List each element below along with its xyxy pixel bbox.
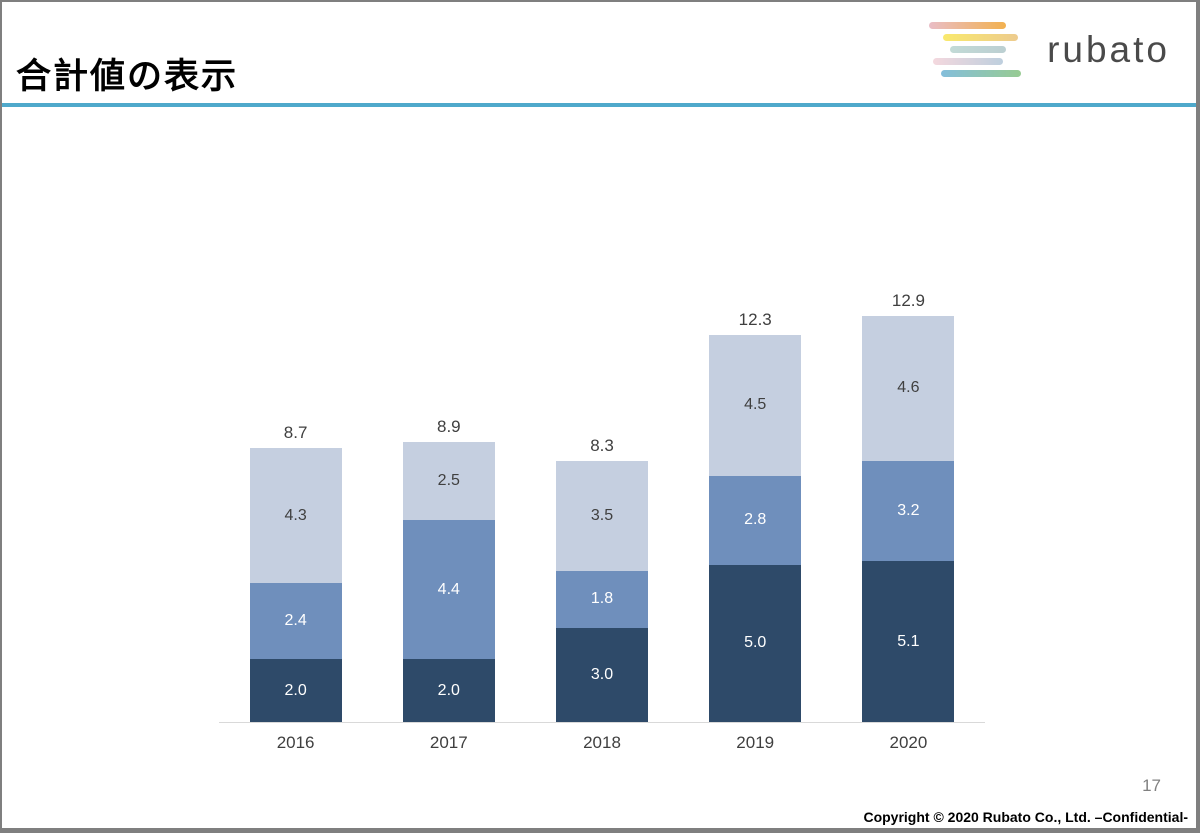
bar-segment-bottom: 5.1 bbox=[862, 561, 955, 722]
bar-total-label: 8.3 bbox=[590, 435, 614, 455]
bar-column: 12.9 4.6 3.2 5.1 bbox=[832, 290, 985, 722]
bar-segment-label: 1.8 bbox=[590, 590, 614, 608]
bar-segment-middle: 2.8 bbox=[709, 476, 802, 565]
bar-segment-top: 3.5 bbox=[556, 460, 648, 571]
bar-segment-label: 4.5 bbox=[744, 396, 767, 414]
bar-segment-label: 4.6 bbox=[897, 379, 920, 397]
bar-stack: 4.3 2.4 2.0 bbox=[249, 447, 342, 722]
bar-segment-bottom: 2.0 bbox=[249, 659, 342, 722]
bar-total-label: 8.7 bbox=[283, 422, 308, 442]
logo-stripe bbox=[950, 46, 1007, 53]
bar-segment-label: 2.8 bbox=[744, 511, 767, 529]
bar-segment-label: 4.4 bbox=[437, 580, 460, 598]
bar-column: 8.7 4.3 2.4 2.0 bbox=[219, 290, 372, 722]
bar-column: 8.9 2.5 4.4 2.0 bbox=[372, 290, 525, 722]
bar-segment-label: 5.0 bbox=[744, 634, 767, 652]
x-axis-label: 2020 bbox=[889, 733, 928, 752]
bar-segment-middle: 4.4 bbox=[402, 520, 495, 659]
bar-column: 8.3 3.5 1.8 3.0 bbox=[525, 290, 678, 722]
rubato-logo: rubato bbox=[925, 22, 1170, 77]
bar-segment-label: 3.0 bbox=[590, 665, 614, 683]
bar-segment-label: 3.5 bbox=[590, 506, 614, 524]
logo-stripe bbox=[941, 70, 1022, 77]
bar-segment-label: 2.0 bbox=[284, 681, 307, 699]
bar-total-label: 12.9 bbox=[891, 290, 925, 310]
stacked-bar-chart: 8.7 4.3 2.4 2.0 8.9 2.5 4.4 2.0 8.3 3.5 1.8 3.0 12.3… bbox=[219, 290, 985, 723]
bar-segment-middle: 3.2 bbox=[862, 460, 955, 562]
bar-segment-label: 3.2 bbox=[897, 501, 920, 519]
bar-segment-middle: 2.4 bbox=[249, 583, 342, 659]
x-axis-label: 2018 bbox=[583, 733, 621, 752]
bar-segment-middle: 1.8 bbox=[556, 570, 648, 628]
logo-stripe bbox=[943, 34, 1019, 41]
x-axis-label: 2016 bbox=[276, 733, 315, 752]
logo-stripe bbox=[929, 22, 1007, 29]
bar-column: 12.3 4.5 2.8 5.0 bbox=[679, 290, 832, 722]
logo-stripe bbox=[933, 58, 1004, 65]
bar-stack: 4.6 3.2 5.1 bbox=[862, 315, 955, 722]
copyright-text: Copyright © 2020 Rubato Co., Ltd. –Confi… bbox=[863, 809, 1188, 825]
bar-total-label: 12.3 bbox=[738, 309, 772, 329]
x-axis-label: 2017 bbox=[429, 733, 468, 752]
bar-segment-label: 2.0 bbox=[437, 681, 460, 699]
bar-stack: 4.5 2.8 5.0 bbox=[709, 334, 802, 722]
bar-segment-label: 2.4 bbox=[284, 612, 307, 630]
header-divider bbox=[2, 103, 1196, 107]
bar-segment-top: 4.5 bbox=[709, 334, 802, 477]
bar-segment-top: 4.3 bbox=[249, 447, 342, 584]
bar-segment-label: 4.3 bbox=[284, 506, 307, 524]
bar-segment-label: 5.1 bbox=[897, 632, 920, 650]
x-axis-labels: 2016 2017 2018 2019 2020 bbox=[219, 733, 985, 753]
bar-stack: 3.5 1.8 3.0 bbox=[556, 460, 648, 722]
bar-segment-bottom: 2.0 bbox=[402, 659, 495, 722]
bar-segment-label: 2.5 bbox=[437, 472, 460, 490]
page-number: 17 bbox=[1142, 776, 1161, 795]
x-axis-label: 2019 bbox=[736, 733, 775, 752]
bar-stack: 2.5 4.4 2.0 bbox=[402, 441, 495, 722]
bar-segment-bottom: 3.0 bbox=[556, 627, 648, 722]
bar-total-label: 8.9 bbox=[436, 416, 461, 436]
logo-text: rubato bbox=[1047, 28, 1170, 70]
bar-segment-bottom: 5.0 bbox=[709, 564, 802, 722]
logo-stripes-icon bbox=[925, 22, 1025, 77]
bar-segment-top: 4.6 bbox=[862, 315, 955, 461]
page-title: 合計値の表示 bbox=[16, 57, 239, 96]
bar-segment-top: 2.5 bbox=[402, 441, 495, 521]
